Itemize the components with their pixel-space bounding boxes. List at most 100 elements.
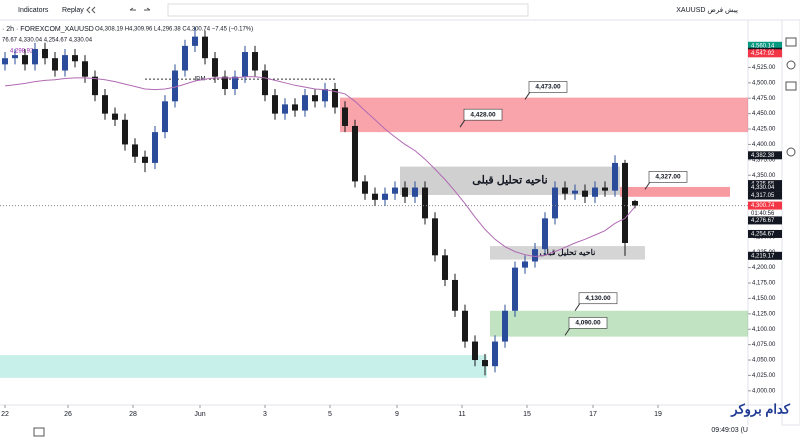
drawing-tools[interactable] bbox=[167, 3, 529, 17]
candle-body bbox=[522, 261, 528, 268]
callout-box bbox=[463, 108, 503, 121]
y-tick-label: 4,150.00 bbox=[752, 296, 776, 302]
zone bbox=[490, 310, 748, 337]
candle-body bbox=[282, 104, 288, 114]
x-tick-label: 15 bbox=[523, 411, 531, 418]
moving-average bbox=[4, 76, 636, 258]
indicator-values: 76.67 4,330.04 4,254.67 4,330.04 bbox=[2, 38, 93, 44]
price-badge bbox=[748, 41, 782, 50]
callout-label: 4,327.00 bbox=[655, 174, 681, 181]
x-tick-label: 28 bbox=[129, 411, 137, 418]
chat-icon[interactable] bbox=[785, 81, 797, 91]
clock: 09:49:03 (U bbox=[711, 427, 748, 434]
y-tick-label: 4,400.00 bbox=[752, 142, 776, 148]
callout-label: 4,428.00 bbox=[470, 111, 496, 118]
candle-body bbox=[512, 267, 518, 311]
candle-body bbox=[262, 70, 268, 96]
price-badge-label: 4,560.14 bbox=[751, 43, 775, 49]
price-badge bbox=[748, 216, 782, 225]
symbol-name: XAUUSD پیش فرض bbox=[676, 7, 738, 14]
price-badge-label: 4,254.67 bbox=[751, 232, 775, 238]
candle-body bbox=[252, 52, 258, 71]
candle-body bbox=[482, 360, 488, 367]
x-tick-label: Jun bbox=[194, 411, 205, 418]
settings-icon[interactable] bbox=[786, 147, 796, 157]
candle-body bbox=[72, 55, 78, 62]
candle-body bbox=[182, 45, 188, 71]
watermark: کدام بروکر bbox=[730, 401, 791, 417]
plot: 4,000.00 4,025.00 4,050.00 4,075.00 4,100.00… bbox=[0, 27, 782, 418]
candle-body bbox=[2, 58, 8, 65]
candle-body bbox=[232, 76, 238, 89]
candle-body bbox=[292, 104, 298, 111]
y-tick-label: 4,500.00 bbox=[752, 80, 776, 86]
x-tick-label: 22 bbox=[1, 411, 9, 418]
ohlc: O4,308.19 H4,309.96 L4,296.38 C4,300.74 … bbox=[95, 27, 253, 33]
candle-body bbox=[242, 52, 248, 77]
replay-button[interactable]: Replay bbox=[62, 7, 84, 14]
y-tick-label: 4,000.00 bbox=[752, 388, 776, 394]
y-tick-label: 4,200.00 bbox=[752, 265, 776, 271]
zone bbox=[0, 355, 487, 378]
price-badge-label: 4,382.38 bbox=[751, 153, 775, 159]
y-tick-label: 4,450.00 bbox=[752, 111, 776, 117]
price-badge bbox=[748, 191, 782, 200]
candle-body bbox=[552, 187, 558, 219]
y-tick-label: 4,125.00 bbox=[752, 311, 776, 317]
y-tick-label: 4,175.00 bbox=[752, 281, 776, 287]
zone bbox=[490, 246, 645, 260]
y-tick-label: 4,025.00 bbox=[752, 373, 776, 379]
candle-body bbox=[422, 187, 428, 219]
y-tick-label: 4,350.00 bbox=[752, 173, 776, 179]
calendar-icon[interactable] bbox=[33, 427, 45, 437]
x-tick-label: 17 bbox=[589, 411, 597, 418]
candle-body bbox=[122, 119, 128, 145]
zone-label: ناحیه تحلیل قبلی bbox=[472, 175, 547, 187]
candle-body bbox=[612, 162, 618, 191]
price-badge bbox=[748, 201, 782, 210]
alerts-icon[interactable] bbox=[786, 60, 796, 70]
y-tick-label: 4,475.00 bbox=[752, 96, 776, 102]
candle-body bbox=[492, 341, 498, 367]
toolbar bbox=[0, 0, 800, 20]
candle-body bbox=[342, 107, 348, 126]
sidebar-icons bbox=[785, 37, 797, 157]
price-badge bbox=[748, 229, 782, 238]
candle-body bbox=[382, 193, 388, 200]
price-badge-label: 4,219.17 bbox=[751, 253, 775, 259]
y-tick-label: 4,375.00 bbox=[752, 157, 776, 163]
undo[interactable] bbox=[129, 7, 136, 11]
redo[interactable] bbox=[144, 7, 151, 11]
x-tick-label: 9 bbox=[395, 411, 399, 418]
candle-body bbox=[302, 95, 308, 111]
candle-body bbox=[52, 58, 58, 71]
callout-box bbox=[568, 317, 608, 329]
candle-body bbox=[372, 193, 378, 200]
candle-body bbox=[172, 70, 178, 102]
undo-all[interactable] bbox=[86, 6, 96, 14]
candle-body bbox=[412, 187, 418, 197]
price-badge bbox=[748, 49, 782, 58]
candle-body bbox=[92, 76, 98, 96]
indicators-button[interactable]: Indicators bbox=[18, 7, 49, 14]
candle-body bbox=[132, 144, 138, 157]
price-badge-label: 4,300.74 bbox=[751, 203, 775, 209]
price-badge-label: 4,547.92 bbox=[751, 51, 775, 57]
candle-body bbox=[562, 187, 568, 194]
candle-body bbox=[322, 88, 328, 102]
callout-box bbox=[648, 171, 688, 183]
candle-body bbox=[12, 55, 18, 59]
candle-body bbox=[32, 48, 38, 65]
candle-body bbox=[42, 48, 48, 59]
watchlist-icon[interactable] bbox=[785, 37, 797, 47]
zone bbox=[620, 186, 730, 197]
y-tick-label: 4,525.00 bbox=[752, 65, 776, 71]
candle-body bbox=[332, 88, 338, 108]
toolbar-icons bbox=[86, 3, 529, 17]
x-tick-label: 11 bbox=[458, 411, 465, 418]
candle-body bbox=[82, 61, 88, 77]
candle-body bbox=[202, 36, 208, 59]
candle-body bbox=[62, 55, 68, 71]
candle-body bbox=[102, 95, 108, 114]
candle-body bbox=[502, 310, 508, 342]
